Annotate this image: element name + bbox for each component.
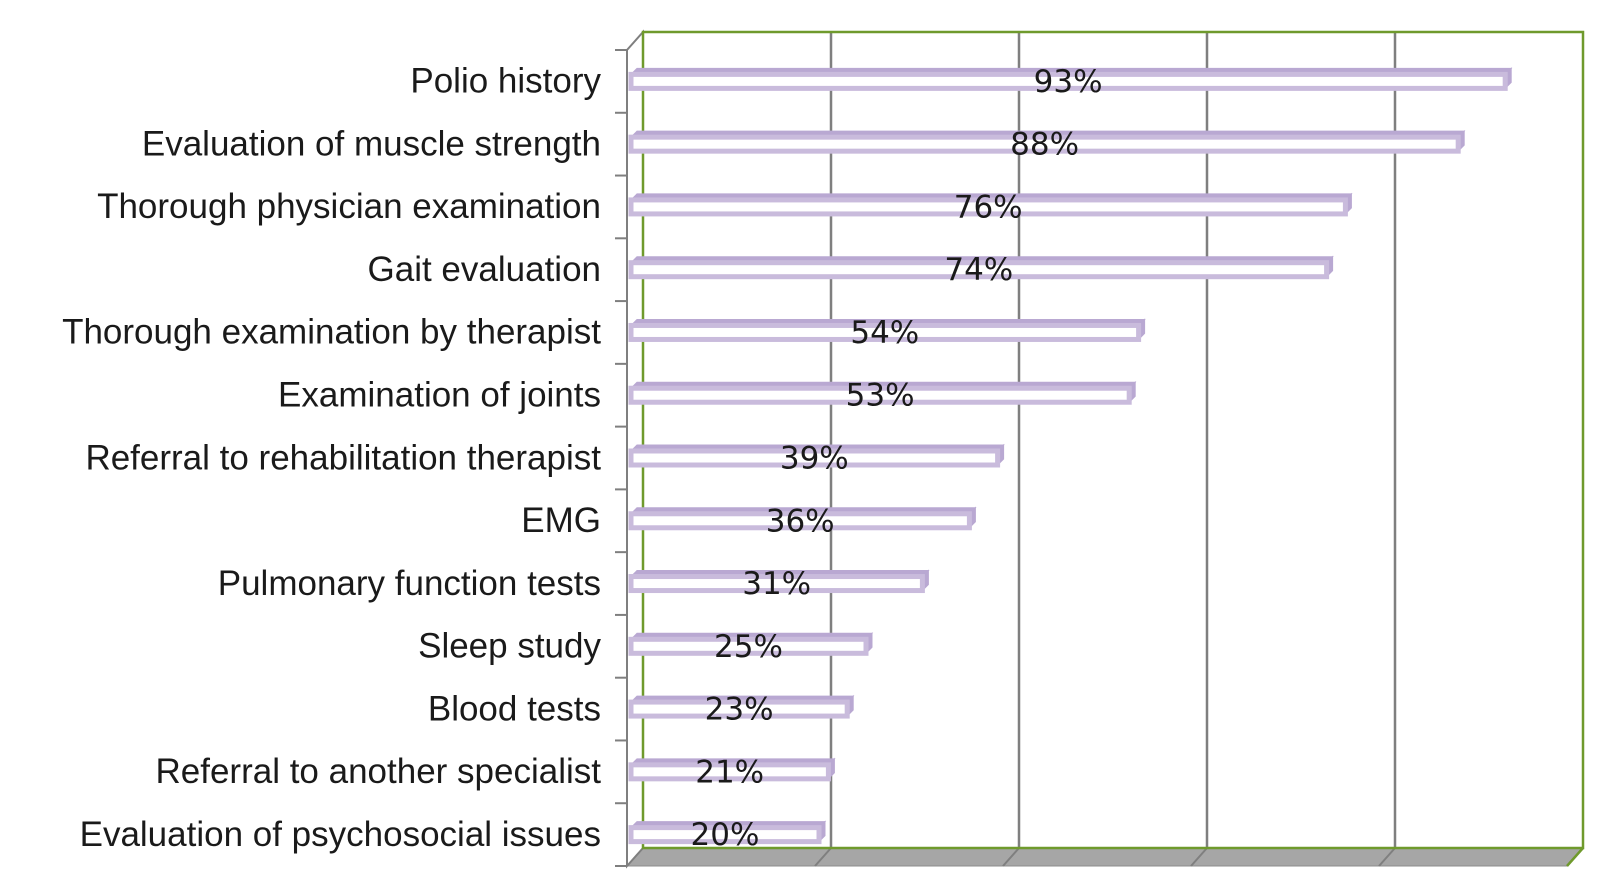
bar bbox=[628, 71, 1508, 91]
category-label: Evaluation of psychosocial issues bbox=[80, 815, 601, 854]
data-label: 88% bbox=[1010, 127, 1079, 163]
bar bbox=[628, 448, 1001, 468]
category-label: Sleep study bbox=[418, 627, 601, 666]
data-label: 25% bbox=[714, 629, 783, 665]
chart-background bbox=[615, 29, 1585, 869]
data-label: 76% bbox=[954, 189, 1023, 225]
category-label: Referral to rehabilitation therapist bbox=[85, 438, 601, 477]
bar bbox=[628, 385, 1132, 405]
bar bbox=[628, 762, 831, 782]
bar bbox=[628, 511, 972, 531]
bar bbox=[628, 574, 925, 594]
data-label: 36% bbox=[766, 503, 835, 539]
data-label: 54% bbox=[850, 315, 919, 351]
category-label: Thorough physician examination bbox=[97, 187, 601, 226]
data-label: 20% bbox=[691, 817, 760, 853]
bar bbox=[628, 699, 850, 719]
bar bbox=[628, 134, 1461, 154]
bar bbox=[628, 825, 822, 845]
data-label: 39% bbox=[780, 441, 849, 477]
floor-gridline bbox=[1002, 847, 1020, 867]
bar-series: 93% 88% 76% 74% 54% 53% 39% 36% 31% 25% 23% 21% 20% bbox=[628, 64, 1513, 853]
chart-floor bbox=[625, 847, 1585, 867]
bar bbox=[628, 260, 1330, 280]
floor-gridline bbox=[814, 847, 832, 867]
category-label: Thorough examination by therapist bbox=[62, 313, 601, 352]
category-label: Evaluation of muscle strength bbox=[142, 124, 601, 163]
category-label: Examination of joints bbox=[278, 375, 601, 414]
floor-gridline bbox=[1378, 847, 1396, 867]
plot-border-depth bbox=[1566, 847, 1584, 867]
data-label: 53% bbox=[846, 378, 915, 414]
category-label: Pulmonary function tests bbox=[218, 564, 601, 603]
bar bbox=[628, 197, 1348, 217]
data-label: 93% bbox=[1034, 64, 1103, 100]
floor-gridline bbox=[1190, 847, 1208, 867]
category-labels: Polio history Evaluation of muscle streng… bbox=[62, 62, 601, 854]
category-label: Blood tests bbox=[428, 689, 601, 728]
data-label: 23% bbox=[705, 692, 774, 728]
data-label: 74% bbox=[944, 252, 1013, 288]
bar bbox=[628, 636, 869, 656]
plot-border bbox=[641, 30, 1585, 850]
category-label: Polio history bbox=[410, 62, 601, 101]
category-label: Referral to another specialist bbox=[156, 752, 602, 791]
category-label: Gait evaluation bbox=[368, 250, 601, 289]
category-label: EMG bbox=[521, 501, 601, 540]
data-label: 31% bbox=[742, 566, 811, 602]
data-label: 21% bbox=[695, 754, 764, 790]
bar bbox=[628, 322, 1142, 342]
